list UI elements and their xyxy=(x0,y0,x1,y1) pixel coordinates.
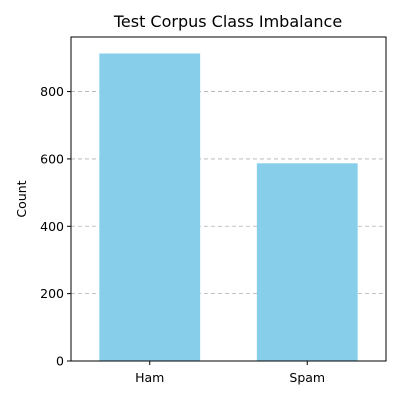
y-tick-label: 800 xyxy=(40,84,64,99)
y-tick-label: 0 xyxy=(56,354,64,369)
y-axis: 0 200 400 600 800 xyxy=(40,84,71,369)
chart-title: Test Corpus Class Imbalance xyxy=(113,12,342,31)
bar-spam xyxy=(256,163,358,361)
y-tick-label: 600 xyxy=(40,151,64,166)
x-tick-label: Spam xyxy=(289,370,325,385)
y-tick-label: 400 xyxy=(40,219,64,234)
y-tick-label: 200 xyxy=(40,286,64,301)
y-axis-label: Count xyxy=(14,180,29,217)
plot-frame xyxy=(70,36,387,362)
x-tick-label: Ham xyxy=(135,370,164,385)
bar-ham xyxy=(99,53,201,362)
bars xyxy=(99,53,358,362)
x-axis: Ham Spam xyxy=(135,361,325,385)
